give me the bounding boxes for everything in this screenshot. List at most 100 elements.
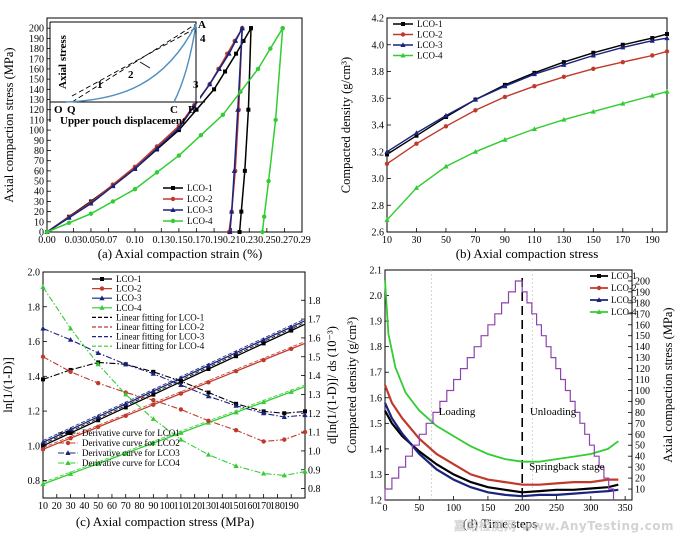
panel-a-series-LCO-3-marker (239, 25, 245, 31)
panel-c-left-ytick-label: 1.8 (28, 302, 41, 313)
panel-b-series-LCO-4-marker (649, 92, 655, 98)
panel-a-ytick-label: 60 (34, 166, 44, 177)
panel-c-right-ytick-label: 1.6 (308, 333, 321, 344)
panel-c-derivative-4-marker (233, 463, 239, 468)
panel-b-ytick-label: 2.6 (372, 228, 385, 239)
panel-a-xtick-label: 0.27 (276, 235, 294, 246)
panel-b-ytick-label: 3.0 (372, 174, 385, 185)
panel-b-xtick-label: 90 (500, 235, 510, 246)
panel-c-series-LCO-3-marker (178, 375, 184, 381)
panel-b-ytick-label: 3.2 (372, 147, 385, 158)
panel-a-series-LCO-4-marker (220, 112, 226, 118)
panel-b-ytick-label: 3.4 (372, 121, 385, 132)
panel-d-series-LCO-2 (383, 384, 619, 486)
panel-a-series-LCO-1-marker (239, 209, 244, 214)
panel-a-xtick-label: 0.23 (240, 235, 258, 246)
panel-c-right-ytick-label: 0.9 (308, 465, 321, 476)
panel-a-series-LCO-4-marker (260, 229, 265, 235)
panel-c-xtick-label: 120 (187, 501, 202, 512)
panel-a-ytick-label: 0 (39, 228, 44, 239)
panel-d-legend-label: LCO-3 (611, 295, 637, 305)
panel-a-legend-label: LCO-1 (187, 183, 213, 193)
panel-d-caption: (d) Time steps (463, 516, 537, 531)
panel-b-series-LCO-3-marker (384, 148, 390, 154)
panel-d-right-ytick-label: 130 (635, 353, 650, 364)
panel-d-left-ytick-label: 1.5 (370, 419, 383, 430)
panel-a-series-LCO-4-marker (266, 178, 271, 184)
panel-a-inset-label: 1 (97, 79, 103, 91)
panel-b-legend-label: LCO-2 (417, 30, 443, 40)
panel-b-series-LCO-3-marker (472, 96, 479, 102)
panel-a-series-LCO-4-marker (44, 229, 50, 235)
panel-a-ytick-label: 40 (34, 187, 44, 198)
panel-d-annotation-unloading: Unloading (530, 406, 577, 418)
panel-b-series-LCO-4-marker (620, 100, 626, 106)
panel-d-left-ytick-label: 1.7 (370, 368, 383, 379)
panel-b-series-LCO-1-marker (665, 32, 669, 37)
panel-c-xtick-label: 20 (52, 501, 62, 512)
panel-a-xtick-label: 0.29 (293, 235, 311, 246)
panel-b-series-LCO-3-marker (413, 130, 420, 136)
panel-d-xtick-label: 200 (515, 503, 530, 514)
panel-b-series-LCO-4-marker (561, 116, 567, 122)
panel-a-xtick-label: 0.10 (126, 235, 144, 246)
panel-c-series-LCO-3-marker (233, 349, 239, 355)
panel-a-ytick-label: 170 (29, 54, 44, 65)
panel-c-derivative-1-marker (303, 409, 307, 414)
panel-d-ylabel-right: Axial compaction stress (MPa) (661, 307, 675, 462)
panel-c-derivative-4-marker (205, 451, 212, 457)
panel-c-legend-label: LCO-4 (116, 303, 142, 313)
panel-b-series-LCO-3-marker (502, 83, 508, 89)
panel-a-legend-label: LCO-3 (187, 205, 213, 215)
panel-a-inset-curve-unloading (173, 23, 197, 103)
panel-a-series-LCO-3-unloading (229, 28, 243, 233)
panel-c-derivative-4-marker (67, 325, 74, 331)
panel-a-series-LCO-4-marker (110, 199, 116, 204)
panel-b-legend-marker (400, 42, 406, 47)
panel-a-xtick-label: 0.05 (82, 235, 100, 246)
panel-a-series-LCO-4-marker (88, 211, 94, 216)
panel-a-frame (46, 17, 303, 233)
panel-b-series-LCO-4-marker (413, 185, 420, 190)
panel-a-ytick-label: 150 (29, 75, 44, 86)
panel-a-inset-label: O (54, 104, 63, 116)
panel-a-ytick-label: 90 (34, 136, 44, 147)
panel-a-inset-label: 3 (193, 79, 199, 91)
panel-c-derivative-3-marker (40, 325, 46, 331)
panel-b-series-LCO-2-marker (473, 108, 478, 113)
panel-c-legend-marker (99, 295, 105, 301)
panel-b-series-LCO-2-marker (664, 49, 670, 54)
panel-c-legend-label: Linear fitting for LCO-4 (116, 341, 205, 351)
panel-a-series-LCO-1-marker (246, 107, 251, 112)
panel-c-series-LCO-4-marker (261, 399, 267, 405)
panel-c-derivative-1-marker (178, 379, 183, 384)
panel-c-ylabel-right: d[ln(1/(1-D)]/ ds (10⁻³) (325, 326, 339, 444)
panel-c-series-LCO-4-marker (178, 430, 184, 435)
panel-d-legend-marker (597, 274, 601, 278)
panel-b-series-LCO-4-marker (443, 163, 449, 169)
panel-d-stress-curve (384, 280, 615, 500)
panel-a-inset-bg (50, 22, 200, 102)
panel-a-inset-label: A (198, 19, 206, 31)
panel-c-legend2-marker (66, 431, 70, 435)
panel-a-series-LCO-3-marker (88, 200, 94, 206)
panel-c-xtick-label: 70 (121, 501, 131, 512)
panel-a-legend-marker (170, 207, 176, 212)
panel-a-series-LCO-4-marker (238, 89, 243, 95)
panel-d-right-ytick-label: 70 (635, 419, 645, 430)
panel-c-derivative-1 (42, 361, 306, 414)
panel-c-series-LCO-1-marker (234, 354, 239, 359)
panel-d-right-ytick-label: 160 (635, 320, 650, 331)
panel-c-series-LCO-3-marker (95, 413, 101, 419)
panel-a-ytick-label: 110 (29, 115, 44, 126)
panel-c: 10 20 30 40 50 60 70 80 90 1001101201301401501601… (1, 268, 339, 530)
panel-a-ylabel: Axial compaction stress (MPa) (2, 47, 16, 202)
panel-c-series-LCO-2 (42, 342, 306, 450)
panel-d-annotation-loading: Loading (439, 406, 476, 418)
panel-a-series-LCO-1-marker (234, 51, 239, 56)
panel-c-legend-marker (100, 277, 104, 281)
panel-c-xtick-label: 110 (174, 501, 189, 512)
panel-d-right-ytick-label: 100 (635, 386, 650, 397)
panel-d-right-ytick-label: 180 (635, 298, 650, 309)
panel-c-series-LCO-4-marker (67, 471, 74, 476)
